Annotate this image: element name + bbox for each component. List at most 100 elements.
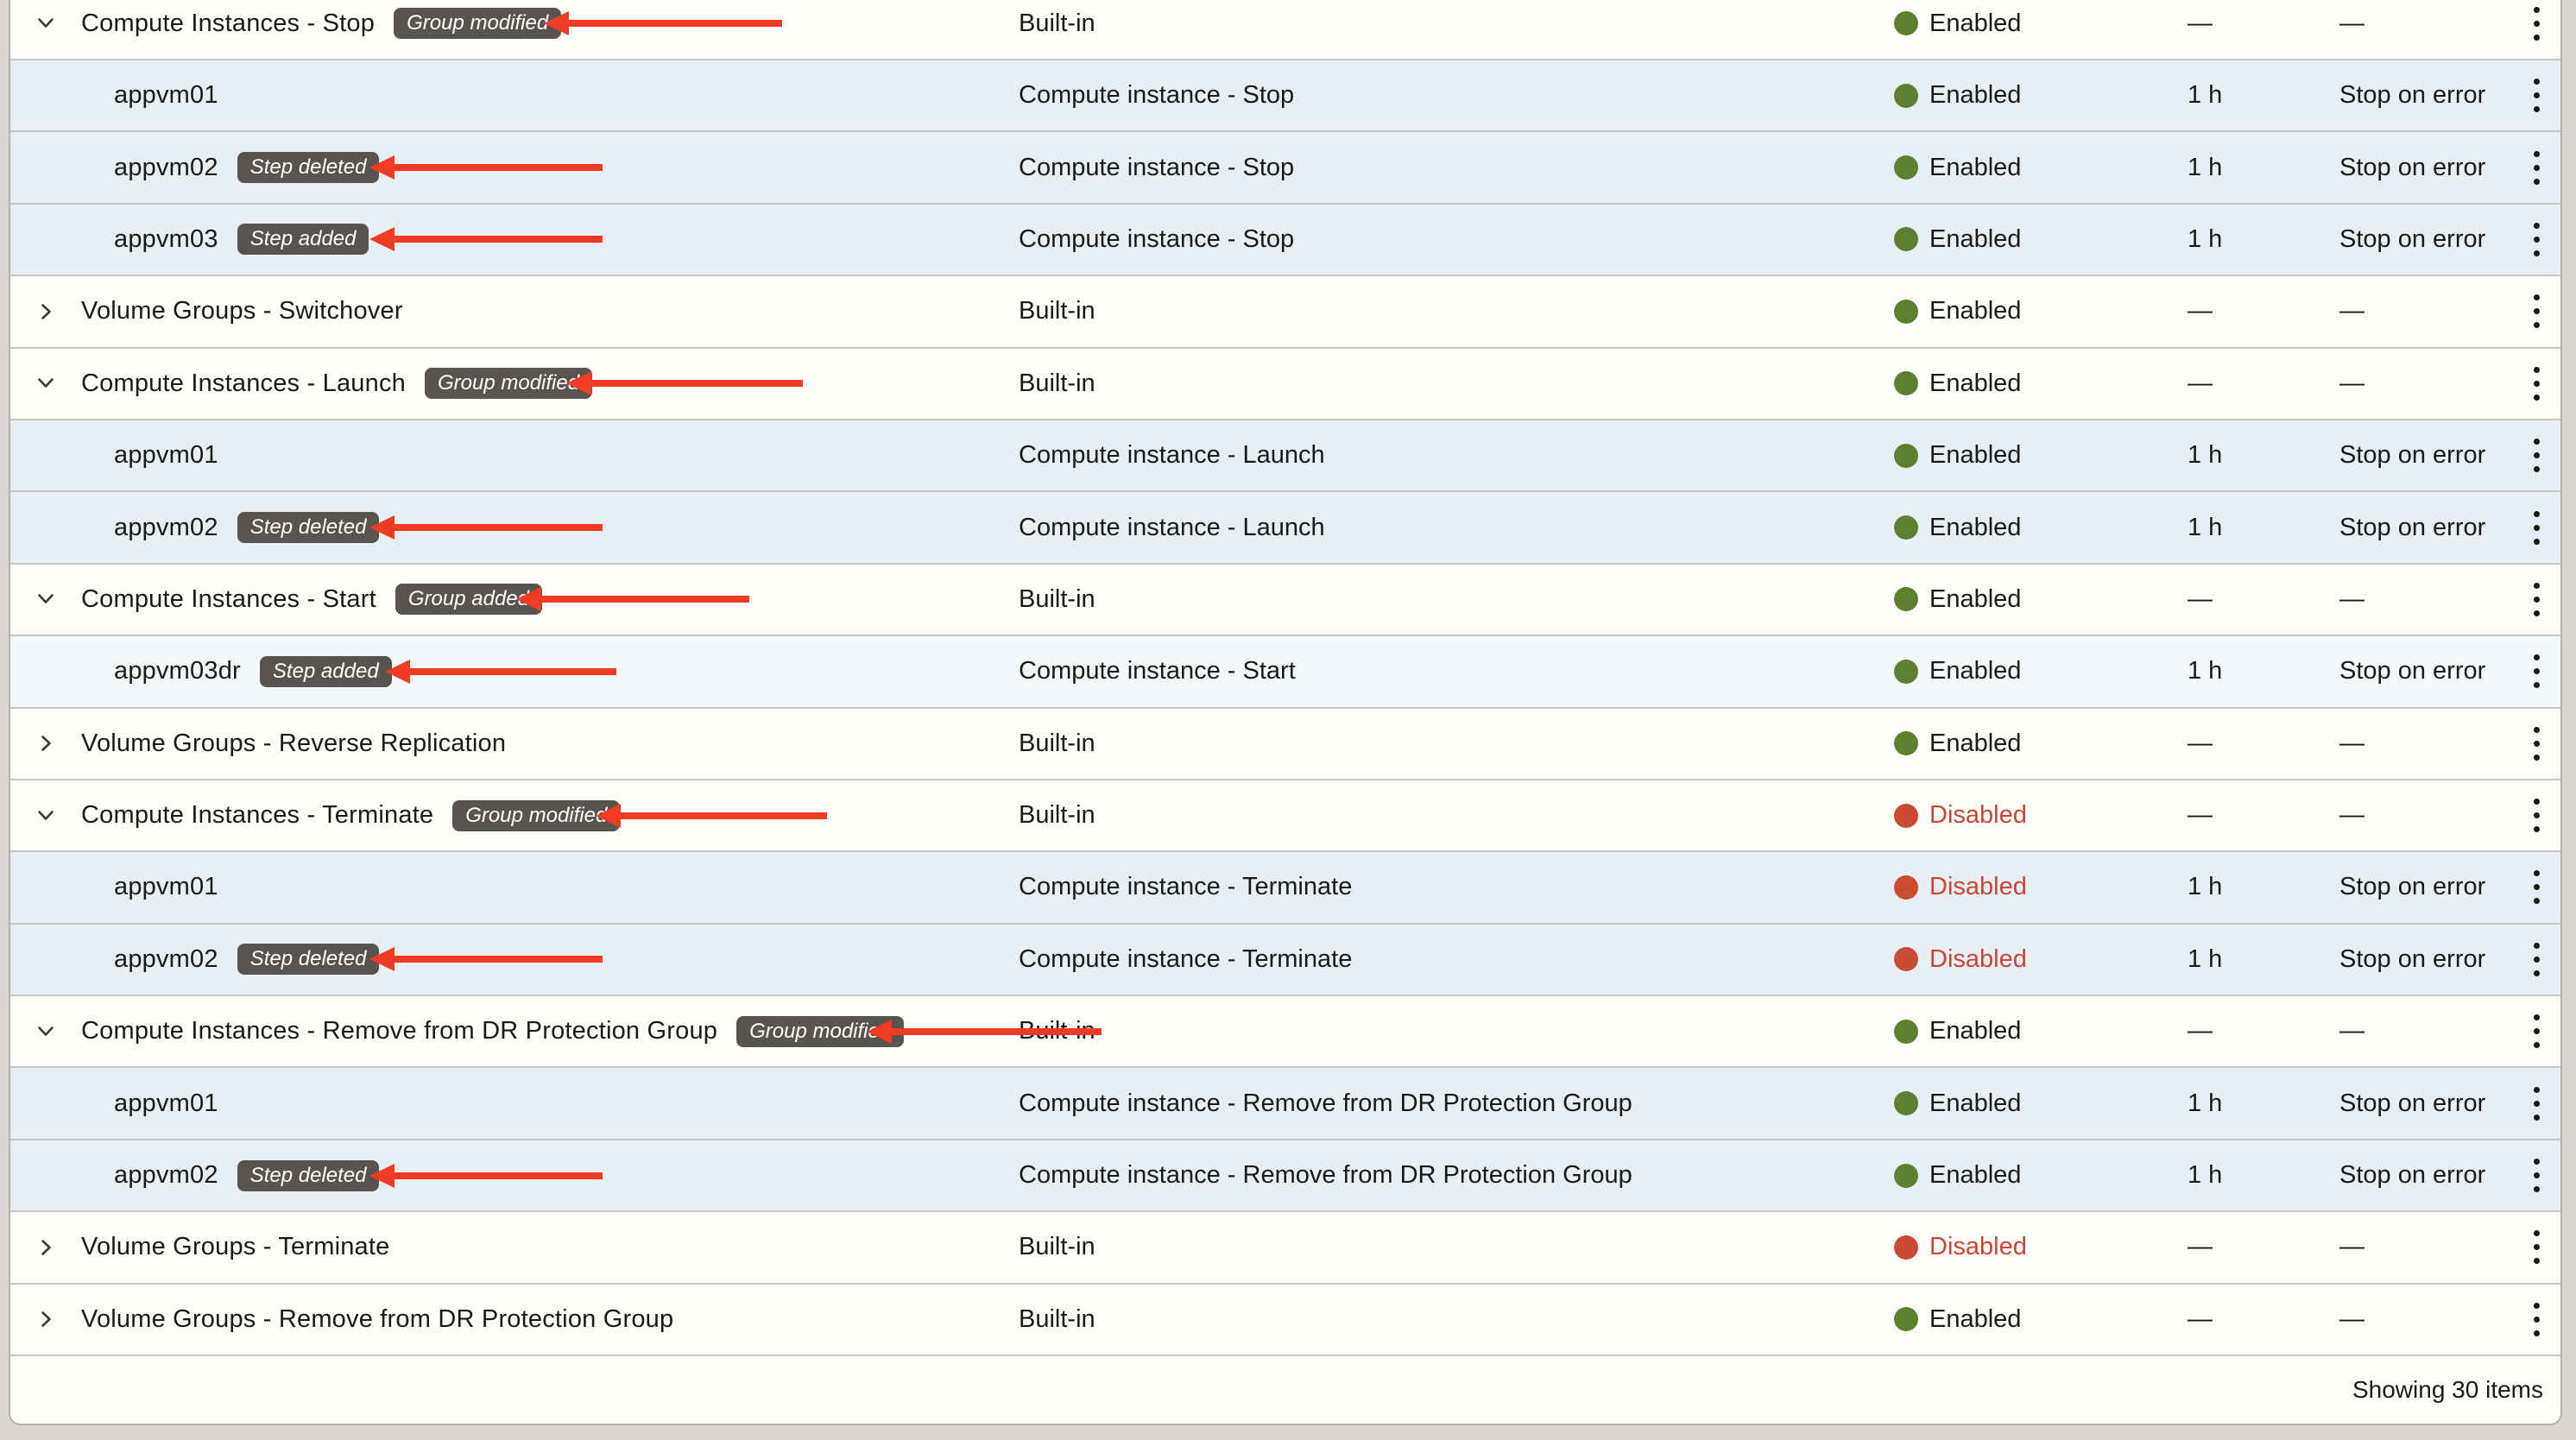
expand-toggle[interactable] xyxy=(35,1308,57,1330)
timeout-value: — xyxy=(2188,1233,2213,1261)
expand-toggle[interactable] xyxy=(35,372,57,395)
kebab-menu-button[interactable] xyxy=(2512,349,2560,419)
timeout-cell: 1 h xyxy=(2188,441,2339,470)
table-row-group: Compute Instances - Terminate Group modi… xyxy=(10,780,2560,853)
on-error-cell: Stop on error xyxy=(2339,1089,2512,1118)
timeout-value: 1 h xyxy=(2188,153,2223,181)
name-cell: appvm02 Step deleted xyxy=(10,944,1019,976)
timeout-cell: 1 h xyxy=(2188,81,2339,110)
kebab-menu-button[interactable] xyxy=(2512,780,2560,850)
timeout-cell: — xyxy=(2188,729,2339,758)
table-row-group: Volume Groups - Reverse Replication Buil… xyxy=(10,708,2560,780)
on-error-value: Stop on error xyxy=(2339,657,2486,685)
chevron-down-icon xyxy=(35,805,57,827)
type-cell: Built-in xyxy=(1019,369,1894,398)
kebab-menu-button[interactable] xyxy=(2512,420,2560,490)
status-dot xyxy=(1894,155,1918,180)
kebab-menu-icon xyxy=(2533,435,2540,477)
row-name: appvm01 xyxy=(114,873,218,901)
status-cell: Enabled xyxy=(1894,369,2188,398)
kebab-menu-button[interactable] xyxy=(2512,205,2560,275)
expand-toggle[interactable] xyxy=(35,300,57,323)
timeout-value: — xyxy=(2188,369,2213,397)
kebab-menu-button[interactable] xyxy=(2512,1212,2560,1282)
expand-toggle[interactable] xyxy=(35,1236,57,1259)
on-error-cell: — xyxy=(2339,729,2512,758)
row-type-label: Built-in xyxy=(1019,1233,1095,1261)
kebab-menu-button[interactable] xyxy=(2512,1285,2560,1355)
table-row-group: Compute Instances - Start Group added Bu… xyxy=(10,564,2560,637)
kebab-menu-button[interactable] xyxy=(2512,276,2560,346)
status-label: Enabled xyxy=(1929,153,2022,181)
kebab-menu-button[interactable] xyxy=(2512,0,2560,59)
status-cell: Disabled xyxy=(1894,873,2188,901)
change-badge: Group modified xyxy=(424,368,593,400)
on-error-value: Stop on error xyxy=(2339,944,2486,973)
status-label: Enabled xyxy=(1929,1161,2022,1190)
type-cell: Compute instance - Terminate xyxy=(1019,945,1894,974)
on-error-cell: Stop on error xyxy=(2339,441,2512,470)
expand-toggle[interactable] xyxy=(35,805,57,827)
timeout-value: 1 h xyxy=(2188,1089,2223,1117)
type-cell: Built-in xyxy=(1019,9,1894,38)
kebab-menu-button[interactable] xyxy=(2512,132,2560,202)
type-cell: Built-in xyxy=(1019,801,1894,830)
table-row: appvm02 Step deleted Compute instance - … xyxy=(10,1140,2560,1213)
timeout-cell: — xyxy=(2188,1017,2339,1045)
kebab-menu-icon xyxy=(2533,938,2540,980)
timeout-value: 1 h xyxy=(2188,441,2223,470)
on-error-cell: — xyxy=(2339,297,2512,325)
kebab-menu-button[interactable] xyxy=(2512,709,2560,779)
table-row: appvm01 Compute instance - Remove from D… xyxy=(10,1068,2560,1140)
type-cell: Built-in xyxy=(1019,297,1894,325)
expand-toggle[interactable] xyxy=(35,12,57,35)
status-cell: Enabled xyxy=(1894,297,2188,325)
expand-toggle[interactable] xyxy=(35,1020,57,1043)
kebab-menu-button[interactable] xyxy=(2512,1068,2560,1138)
name-cell: appvm02 Step deleted xyxy=(10,512,1019,544)
name-cell: appvm02 Step deleted xyxy=(10,152,1019,184)
kebab-menu-icon xyxy=(2533,1155,2540,1197)
chevron-right-icon xyxy=(35,300,57,323)
kebab-menu-icon xyxy=(2533,218,2540,260)
kebab-menu-button[interactable] xyxy=(2512,60,2560,130)
on-error-value: — xyxy=(2339,9,2364,37)
row-name: Volume Groups - Terminate xyxy=(81,1233,390,1261)
status-label: Enabled xyxy=(1929,224,2022,253)
type-cell: Compute instance - Launch xyxy=(1019,441,1894,470)
status-label: Enabled xyxy=(1929,9,2022,37)
kebab-menu-button[interactable] xyxy=(2512,636,2560,706)
on-error-value: — xyxy=(2339,369,2364,397)
type-cell: Compute instance - Terminate xyxy=(1019,873,1894,901)
row-name: appvm02 xyxy=(114,153,218,181)
expand-toggle[interactable] xyxy=(35,588,57,610)
kebab-menu-icon xyxy=(2533,147,2540,188)
status-label: Enabled xyxy=(1929,81,2022,110)
row-name: Compute Instances - Stop xyxy=(81,9,376,37)
kebab-menu-button[interactable] xyxy=(2512,925,2560,995)
status-cell: Enabled xyxy=(1894,729,2188,758)
status-label: Enabled xyxy=(1929,584,2022,613)
chevron-right-icon xyxy=(35,1236,57,1259)
on-error-value: Stop on error xyxy=(2339,153,2486,181)
status-label: Enabled xyxy=(1929,1304,2022,1333)
row-name: appvm01 xyxy=(114,81,218,110)
timeout-value: — xyxy=(2188,1304,2213,1333)
timeout-cell: — xyxy=(2188,297,2339,325)
status-cell: Enabled xyxy=(1894,585,2188,614)
kebab-menu-icon xyxy=(2533,578,2540,620)
name-cell: Volume Groups - Terminate xyxy=(10,1233,1019,1261)
kebab-menu-icon xyxy=(2533,1083,2540,1124)
kebab-menu-button[interactable] xyxy=(2512,852,2560,922)
change-badge: Step deleted xyxy=(237,152,380,184)
kebab-menu-button[interactable] xyxy=(2512,1140,2560,1210)
type-cell: Built-in xyxy=(1019,1233,1894,1261)
kebab-menu-button[interactable] xyxy=(2512,565,2560,635)
row-name: Compute Instances - Start xyxy=(81,584,376,613)
status-label: Enabled xyxy=(1929,513,2022,541)
on-error-value: — xyxy=(2339,297,2364,325)
kebab-menu-button[interactable] xyxy=(2512,492,2560,562)
expand-toggle[interactable] xyxy=(35,732,57,755)
name-cell: appvm03 Step added xyxy=(10,224,1019,256)
kebab-menu-button[interactable] xyxy=(2512,996,2560,1066)
